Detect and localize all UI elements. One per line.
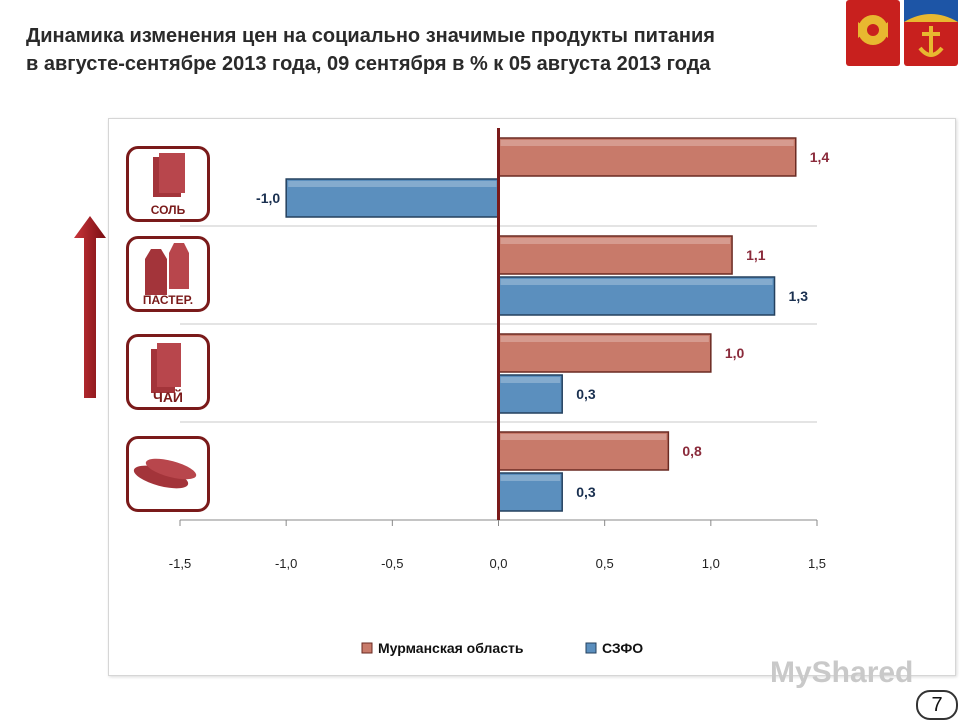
emblems [846, 0, 958, 66]
salt-label: СОЛЬ [150, 203, 186, 217]
x-tick-label: 1,0 [702, 556, 720, 571]
bread-loaves-icon [133, 458, 197, 489]
data-label: 1,4 [810, 149, 830, 165]
bar-szfo [285, 178, 500, 218]
bar-highlight [500, 238, 731, 244]
x-tick-label: 1,5 [808, 556, 826, 571]
murmansk-emblem-icon [904, 0, 958, 66]
legend-label: СЗФО [602, 640, 643, 656]
tea-box-icon [151, 343, 181, 393]
data-label: 1,0 [725, 345, 745, 361]
data-label: -1,0 [256, 190, 280, 206]
salt-icon-box: СОЛЬ [126, 146, 210, 222]
milk-label: ПАСТЕР. [142, 293, 194, 307]
x-tick-label: -0,5 [381, 556, 403, 571]
bar-highlight [500, 434, 667, 440]
title-line-2: в августе-сентябре 2013 года, 09 сентябр… [26, 53, 711, 75]
bar-szfo [497, 472, 563, 512]
tea-label: ЧАЙ [152, 389, 183, 405]
x-tick-label: 0,5 [596, 556, 614, 571]
legend-label: Мурманская область [378, 640, 524, 656]
x-tick-label: -1,0 [275, 556, 297, 571]
x-tick-label: 0,0 [489, 556, 507, 571]
data-label: 0,3 [576, 386, 596, 402]
title-line-1: Динамика изменения цен на социально знач… [26, 25, 715, 47]
bar-murmansk [497, 137, 797, 177]
bar-murmansk [497, 333, 712, 373]
watermark: MyShared [770, 656, 914, 689]
legend-swatch [585, 642, 597, 654]
bar-highlight [500, 475, 561, 481]
bar-highlight [288, 181, 497, 187]
bar-highlight [500, 336, 709, 342]
bar-murmansk [497, 431, 670, 471]
up-arrow-icon [74, 216, 106, 398]
data-label: 0,3 [576, 484, 596, 500]
page-title: Динамика изменения цен на социально знач… [26, 22, 826, 78]
milk-cartons-icon [145, 243, 189, 295]
russia-emblem-icon [846, 0, 900, 66]
bread-icon-box [126, 436, 210, 512]
data-label: 0,8 [682, 443, 702, 459]
salt-package-icon [153, 153, 185, 197]
milk-icon-box: ПАСТЕР. [126, 236, 210, 312]
x-tick-label: -1,5 [169, 556, 191, 571]
data-label: 1,3 [789, 288, 809, 304]
legend-swatch [361, 642, 373, 654]
bar-highlight [500, 377, 561, 383]
chart-frame [108, 118, 956, 676]
tea-icon-box: ЧАЙ [126, 334, 210, 410]
bar-highlight [500, 279, 773, 285]
bar-highlight [500, 140, 794, 146]
page-number: 7 [916, 690, 958, 720]
data-label: 1,1 [746, 247, 766, 263]
